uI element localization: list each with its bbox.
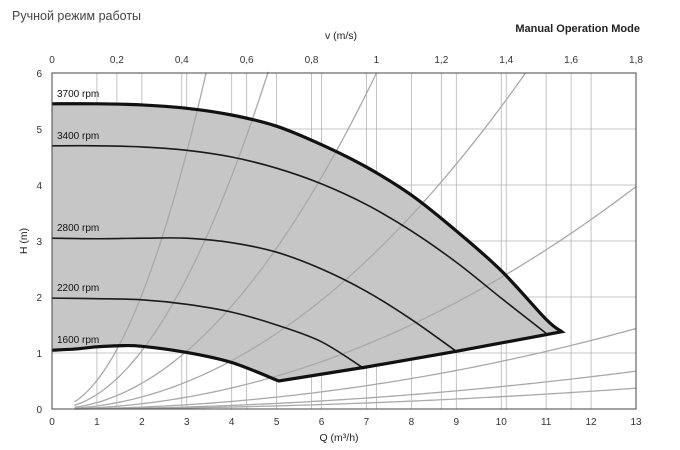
top-tick-label: 1,2 [434, 55, 448, 66]
system-curve [74, 72, 207, 403]
x-tick-label: 3 [184, 417, 190, 428]
x-axis-ticks: 0 1 2 3 4 5 6 7 8 9 10 11 12 13 [49, 417, 642, 428]
system-curve [74, 387, 637, 410]
rpm-label: 1600 rpm [57, 335, 99, 346]
y-tick-label: 5 [36, 125, 42, 136]
y-tick-label: 4 [36, 181, 42, 192]
plot-frame [51, 72, 637, 410]
top-tick-label: 1 [374, 55, 380, 66]
pump-curve-3400-rpm [51, 144, 547, 335]
x-tick-label: 6 [319, 417, 325, 428]
top-tick-label: 0,2 [110, 55, 124, 66]
y-axis-label: H (m) [18, 228, 30, 254]
x-tick-label: 0 [49, 417, 55, 428]
x-tick-label: 10 [496, 417, 508, 428]
top-tick-label: 0,4 [175, 55, 189, 66]
top-tick-label: 0,6 [240, 55, 254, 66]
x-axis-label: Q (m³/h) [319, 432, 358, 444]
x-tick-label: 1 [94, 417, 100, 428]
x-tick-label: 2 [139, 417, 145, 428]
top-axis-label: v (m/s) [325, 30, 357, 42]
pump-curve-2200-rpm [51, 297, 365, 370]
pump-curve-2800-rpm [51, 237, 457, 352]
y-tick-label: 6 [36, 69, 42, 80]
x-tick-label: 5 [274, 417, 280, 428]
operating-envelope-outline [51, 102, 566, 383]
pump-curves [51, 144, 547, 370]
chart-title-russian: Ручной режим работы [12, 9, 142, 23]
system-curve [74, 72, 527, 409]
y-axis-ticks: 0 1 2 3 4 5 6 [36, 69, 42, 416]
y-tick-label: 2 [36, 293, 42, 304]
top-tick-label: 1,4 [499, 55, 513, 66]
operating-envelope-area [52, 103, 562, 381]
y-tick-label: 0 [36, 405, 42, 416]
top-tick-label: 1,6 [564, 55, 578, 66]
rpm-label: 2800 rpm [57, 223, 99, 234]
system-curve [74, 327, 637, 410]
top-tick-label: 0,8 [305, 55, 319, 66]
system-curves [74, 71, 637, 410]
top-axis-ticks: 0 0,2 0,4 0,6 0,8 1 1,2 1,4 1,6 1,8 [49, 55, 643, 66]
rpm-labels: 3700 rpm 3400 rpm 2800 rpm 2200 rpm 1600 rpm [57, 89, 99, 346]
y-tick-label: 1 [36, 349, 42, 360]
system-curve [74, 370, 637, 410]
x-tick-label: 13 [630, 417, 642, 428]
chart-title-english: Manual Operation Mode [515, 23, 640, 35]
top-tick-label: 1,8 [629, 55, 643, 66]
x-tick-label: 4 [229, 417, 235, 428]
x-tick-label: 12 [586, 417, 598, 428]
x-tick-label: 11 [541, 417, 552, 428]
rpm-label: 3700 rpm [57, 89, 99, 100]
x-tick-label: 8 [409, 417, 415, 428]
x-tick-label: 9 [454, 417, 460, 428]
rpm-label: 3400 rpm [57, 131, 99, 142]
rpm-label: 2200 rpm [57, 283, 99, 294]
system-curve [74, 186, 637, 410]
top-tick-label: 0 [49, 55, 55, 66]
x-tick-label: 7 [364, 417, 370, 428]
y-tick-label: 3 [36, 237, 42, 248]
